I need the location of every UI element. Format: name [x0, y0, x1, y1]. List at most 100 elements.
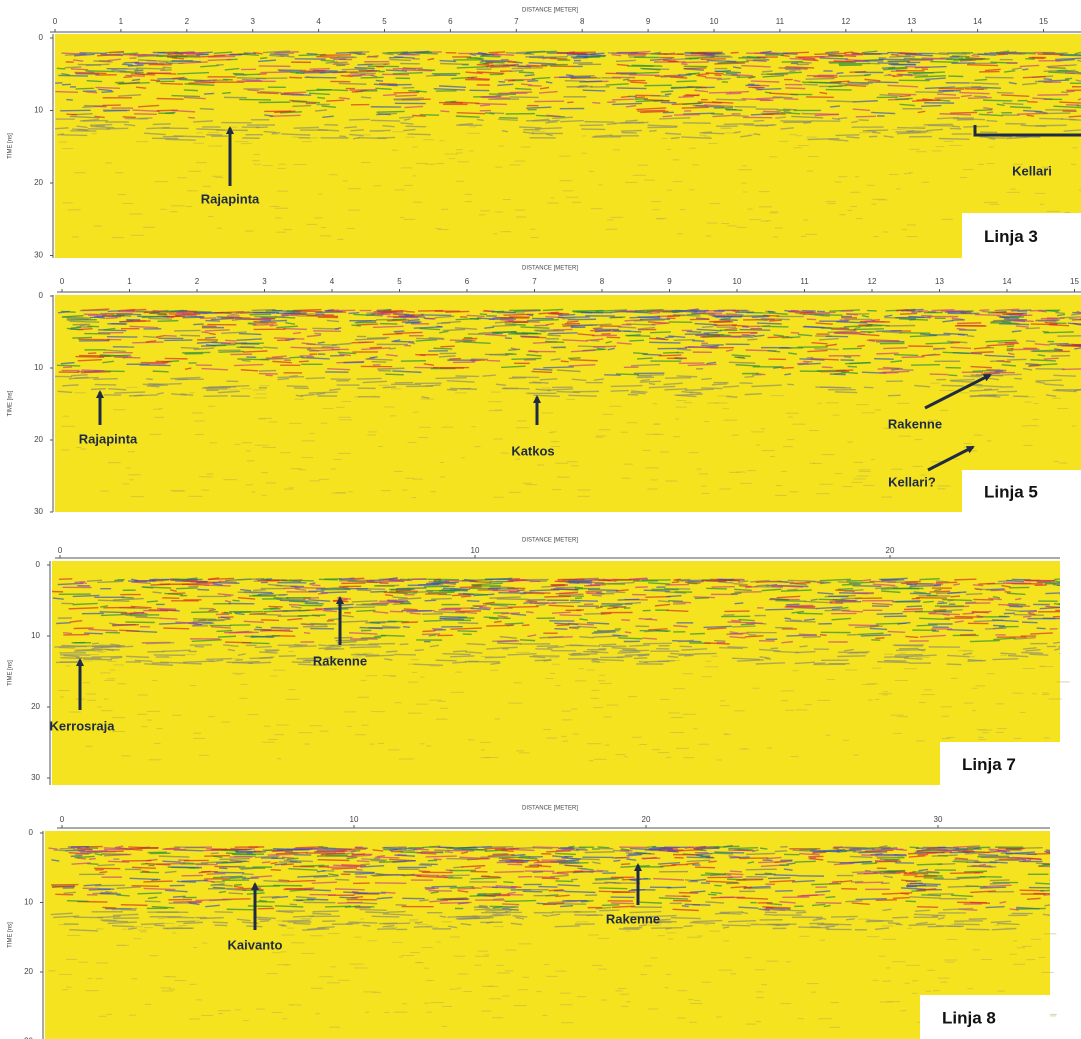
reflection: [337, 351, 357, 355]
y-tick-label: 30: [34, 507, 43, 516]
reflection: [385, 353, 398, 357]
reflection: [162, 860, 182, 863]
reflection: [361, 858, 387, 861]
reflection: [183, 96, 206, 100]
reflection: [398, 315, 425, 318]
reflection: [952, 845, 980, 849]
reflection: [666, 886, 687, 889]
reflection: [1030, 323, 1058, 326]
reflection: [63, 654, 80, 658]
reflection: [976, 615, 984, 618]
reflection: [374, 635, 387, 638]
reflection: [165, 138, 196, 141]
reflection: [152, 382, 182, 386]
reflection: [921, 894, 942, 897]
reflection: [493, 620, 502, 624]
reflection: [458, 622, 479, 625]
reflection: [728, 361, 756, 364]
reflection: [74, 855, 95, 859]
reflection: [316, 870, 326, 873]
reflection: [545, 133, 553, 137]
reflection: [360, 76, 384, 79]
reflection: [263, 130, 277, 134]
reflection: [438, 355, 456, 358]
reflection: [70, 854, 83, 858]
reflection: [973, 598, 994, 601]
reflection: [349, 646, 382, 649]
x-tick-label: 13: [907, 17, 916, 26]
reflection: [492, 54, 502, 57]
reflection: [634, 309, 645, 313]
reflection: [643, 98, 670, 102]
reflection: [421, 633, 441, 636]
x-tick-label: 3: [262, 277, 267, 286]
reflection: [375, 87, 392, 91]
reflection: [291, 100, 320, 104]
reflection: [385, 650, 398, 653]
reflection: [289, 76, 303, 79]
reflection: [105, 890, 113, 894]
reflection: [1015, 325, 1029, 328]
reflection: [743, 886, 753, 890]
reflection: [744, 635, 764, 638]
reflection: [105, 316, 118, 320]
reflection: [582, 89, 606, 92]
reflection: [238, 332, 262, 336]
reflection: [365, 654, 394, 658]
reflection: [96, 53, 121, 57]
reflection: [458, 592, 474, 596]
reflection: [745, 868, 777, 871]
reflection: [695, 652, 717, 655]
radargram-texture: [55, 50, 1081, 240]
reflection: [831, 117, 840, 121]
x-tick-label: 1: [127, 277, 132, 286]
reflection: [224, 599, 232, 603]
reflection: [1029, 653, 1049, 656]
reflection: [684, 388, 714, 391]
reflection: [831, 608, 841, 611]
reflection: [802, 313, 830, 316]
reflection: [593, 345, 617, 348]
reflection: [72, 128, 88, 131]
reflection: [825, 343, 837, 347]
reflection: [126, 655, 150, 659]
reflection: [802, 325, 832, 329]
reflection: [999, 323, 1029, 326]
reflection: [372, 849, 384, 852]
reflection: [621, 863, 631, 866]
reflection: [421, 396, 430, 399]
reflection: [968, 96, 992, 99]
reflection: [376, 896, 393, 900]
reflection: [949, 378, 975, 382]
reflection: [609, 316, 626, 319]
reflection: [583, 650, 609, 654]
reflection: [362, 380, 387, 384]
reflection: [387, 600, 410, 603]
reflection: [568, 357, 581, 360]
reflection: [431, 597, 452, 600]
reflection: [387, 910, 406, 913]
reflection: [903, 872, 929, 875]
reflection: [694, 322, 718, 326]
reflection: [970, 82, 999, 85]
reflection: [705, 72, 724, 75]
reflection: [1074, 388, 1081, 392]
reflection: [373, 83, 398, 87]
reflection: [442, 653, 471, 656]
reflection: [560, 119, 584, 123]
reflection: [422, 630, 436, 633]
reflection: [1006, 345, 1015, 348]
reflection: [476, 118, 484, 122]
reflection: [309, 67, 330, 70]
reflection: [315, 311, 343, 314]
reflection: [963, 375, 980, 378]
reflection: [301, 342, 316, 346]
reflection: [639, 901, 662, 904]
reflection: [908, 923, 936, 927]
reflection: [954, 578, 977, 581]
reflection: [868, 81, 899, 84]
reflection: [150, 583, 171, 586]
reflection: [204, 336, 216, 339]
reflection: [993, 637, 1016, 641]
reflection: [201, 367, 228, 371]
